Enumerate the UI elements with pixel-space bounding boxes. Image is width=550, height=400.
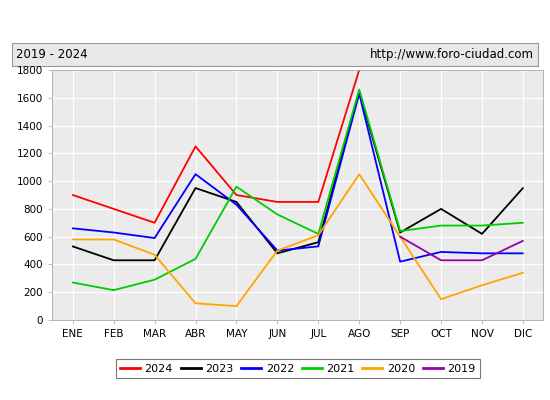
Text: Evolucion Nº Turistas Nacionales en el municipio de Fuentealbilla: Evolucion Nº Turistas Nacionales en el m… [36, 14, 514, 28]
Legend: 2024, 2023, 2022, 2021, 2020, 2019: 2024, 2023, 2022, 2021, 2020, 2019 [116, 359, 480, 378]
Text: http://www.foro-ciudad.com: http://www.foro-ciudad.com [370, 48, 534, 61]
Text: 2019 - 2024: 2019 - 2024 [16, 48, 88, 61]
